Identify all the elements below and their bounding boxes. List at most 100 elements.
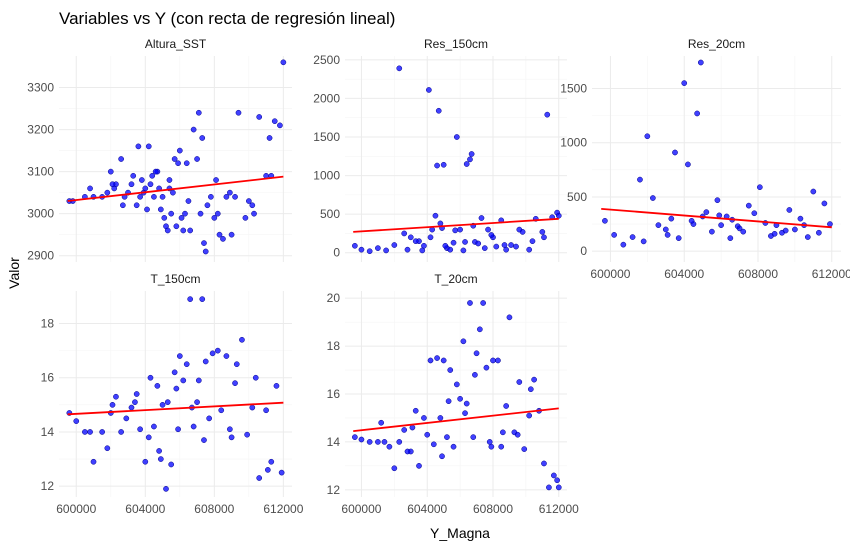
data-point: [401, 427, 408, 433]
data-point: [442, 242, 449, 249]
data-point: [202, 358, 209, 365]
data-point: [516, 226, 523, 233]
data-point: [655, 222, 662, 228]
data-point: [185, 198, 192, 204]
y-tick-label: 18: [327, 339, 341, 353]
data-point: [246, 198, 252, 204]
data-point: [470, 434, 477, 440]
panel-res-20cm: Res_20cm 0 500 1000 1500 600000 604000 608000 61…: [560, 37, 850, 281]
data-point: [187, 227, 194, 234]
data-point: [278, 469, 285, 476]
data-point: [138, 177, 145, 183]
panel-label-t-150cm: T_150cm: [150, 272, 200, 286]
data-point: [209, 350, 216, 357]
data-point: [118, 156, 124, 162]
panel-res-150cm: Res_150cm 0 500 1000 1500 2000 2500: [313, 37, 567, 262]
y-tick-label: 3100: [27, 165, 54, 179]
data-point: [421, 415, 427, 421]
panel-altura-sst: Altura_SST 2900 3000 3100 3200 3300: [27, 37, 292, 263]
panel-label-res-20cm: Res_20cm: [688, 37, 745, 51]
data-point: [480, 300, 486, 306]
data-point: [467, 300, 473, 306]
y-tick-label: 16: [41, 371, 55, 385]
data-point: [745, 202, 752, 209]
y-tick-label: 2500: [313, 53, 340, 67]
data-point: [366, 248, 373, 255]
data-point: [173, 385, 180, 392]
data-point: [771, 230, 778, 237]
data-point: [439, 453, 445, 460]
data-point: [514, 431, 521, 438]
data-point: [123, 415, 130, 422]
data-point: [816, 229, 822, 236]
data-point: [133, 391, 140, 397]
regression-line: [601, 207, 832, 229]
data-point: [228, 231, 235, 238]
data-point: [386, 443, 393, 450]
data-point: [526, 412, 533, 419]
y-tick-label: 2900: [27, 249, 54, 263]
data-point: [426, 87, 432, 93]
data-point: [147, 374, 154, 381]
data-point: [468, 151, 475, 157]
data-point: [664, 232, 671, 238]
data-point: [424, 431, 431, 438]
data-point: [516, 379, 523, 385]
data-point: [427, 234, 434, 241]
data-point: [73, 418, 80, 424]
data-point: [208, 193, 214, 200]
data-point: [87, 185, 93, 192]
data-point: [453, 381, 460, 388]
data-point: [668, 215, 675, 222]
data-point: [244, 431, 250, 438]
data-point: [268, 458, 275, 465]
data-point: [444, 434, 450, 440]
data-point: [170, 189, 176, 196]
data-point: [460, 247, 467, 254]
y-tick-label: 1000: [560, 136, 587, 150]
data-point: [256, 114, 263, 120]
data-point: [216, 231, 223, 238]
x-tick-label: 600000: [590, 267, 630, 281]
data-point: [498, 443, 505, 450]
data-point: [727, 235, 734, 241]
y-tick-label: 12: [41, 479, 55, 493]
data-point: [810, 188, 817, 195]
data-point: [151, 423, 157, 430]
y-tick-label: 14: [327, 435, 341, 449]
data-point: [490, 357, 496, 364]
data-point: [266, 135, 273, 141]
data-point: [90, 458, 97, 465]
data-point: [168, 210, 175, 217]
y-tick-label: 2000: [313, 91, 340, 105]
data-point: [249, 202, 256, 209]
data-point: [187, 296, 194, 302]
data-point: [109, 401, 116, 408]
data-point: [792, 226, 798, 233]
regression-line: [353, 407, 559, 433]
regression-line: [67, 175, 284, 202]
data-point: [176, 353, 183, 359]
y-tick-label: 18: [41, 317, 55, 331]
data-point: [650, 195, 656, 201]
data-point: [195, 109, 202, 116]
data-point: [544, 111, 551, 118]
data-point: [176, 147, 183, 154]
data-point: [541, 234, 547, 241]
data-point: [709, 228, 715, 235]
panel-label-t-20cm: T_20cm: [434, 272, 477, 286]
data-point: [751, 210, 758, 217]
data-point: [171, 156, 178, 162]
data-point: [434, 355, 440, 361]
data-point: [462, 239, 468, 245]
data-point: [450, 239, 457, 246]
data-point: [501, 242, 508, 248]
data-point: [644, 133, 651, 140]
data-point: [541, 460, 547, 467]
data-point: [407, 234, 414, 241]
data-point: [740, 228, 747, 235]
data-point: [99, 429, 105, 435]
panel-t-20cm: T_20cm 12 14 16 18 20 600000 604000 608000 612000: [327, 272, 579, 516]
data-point: [427, 357, 434, 364]
